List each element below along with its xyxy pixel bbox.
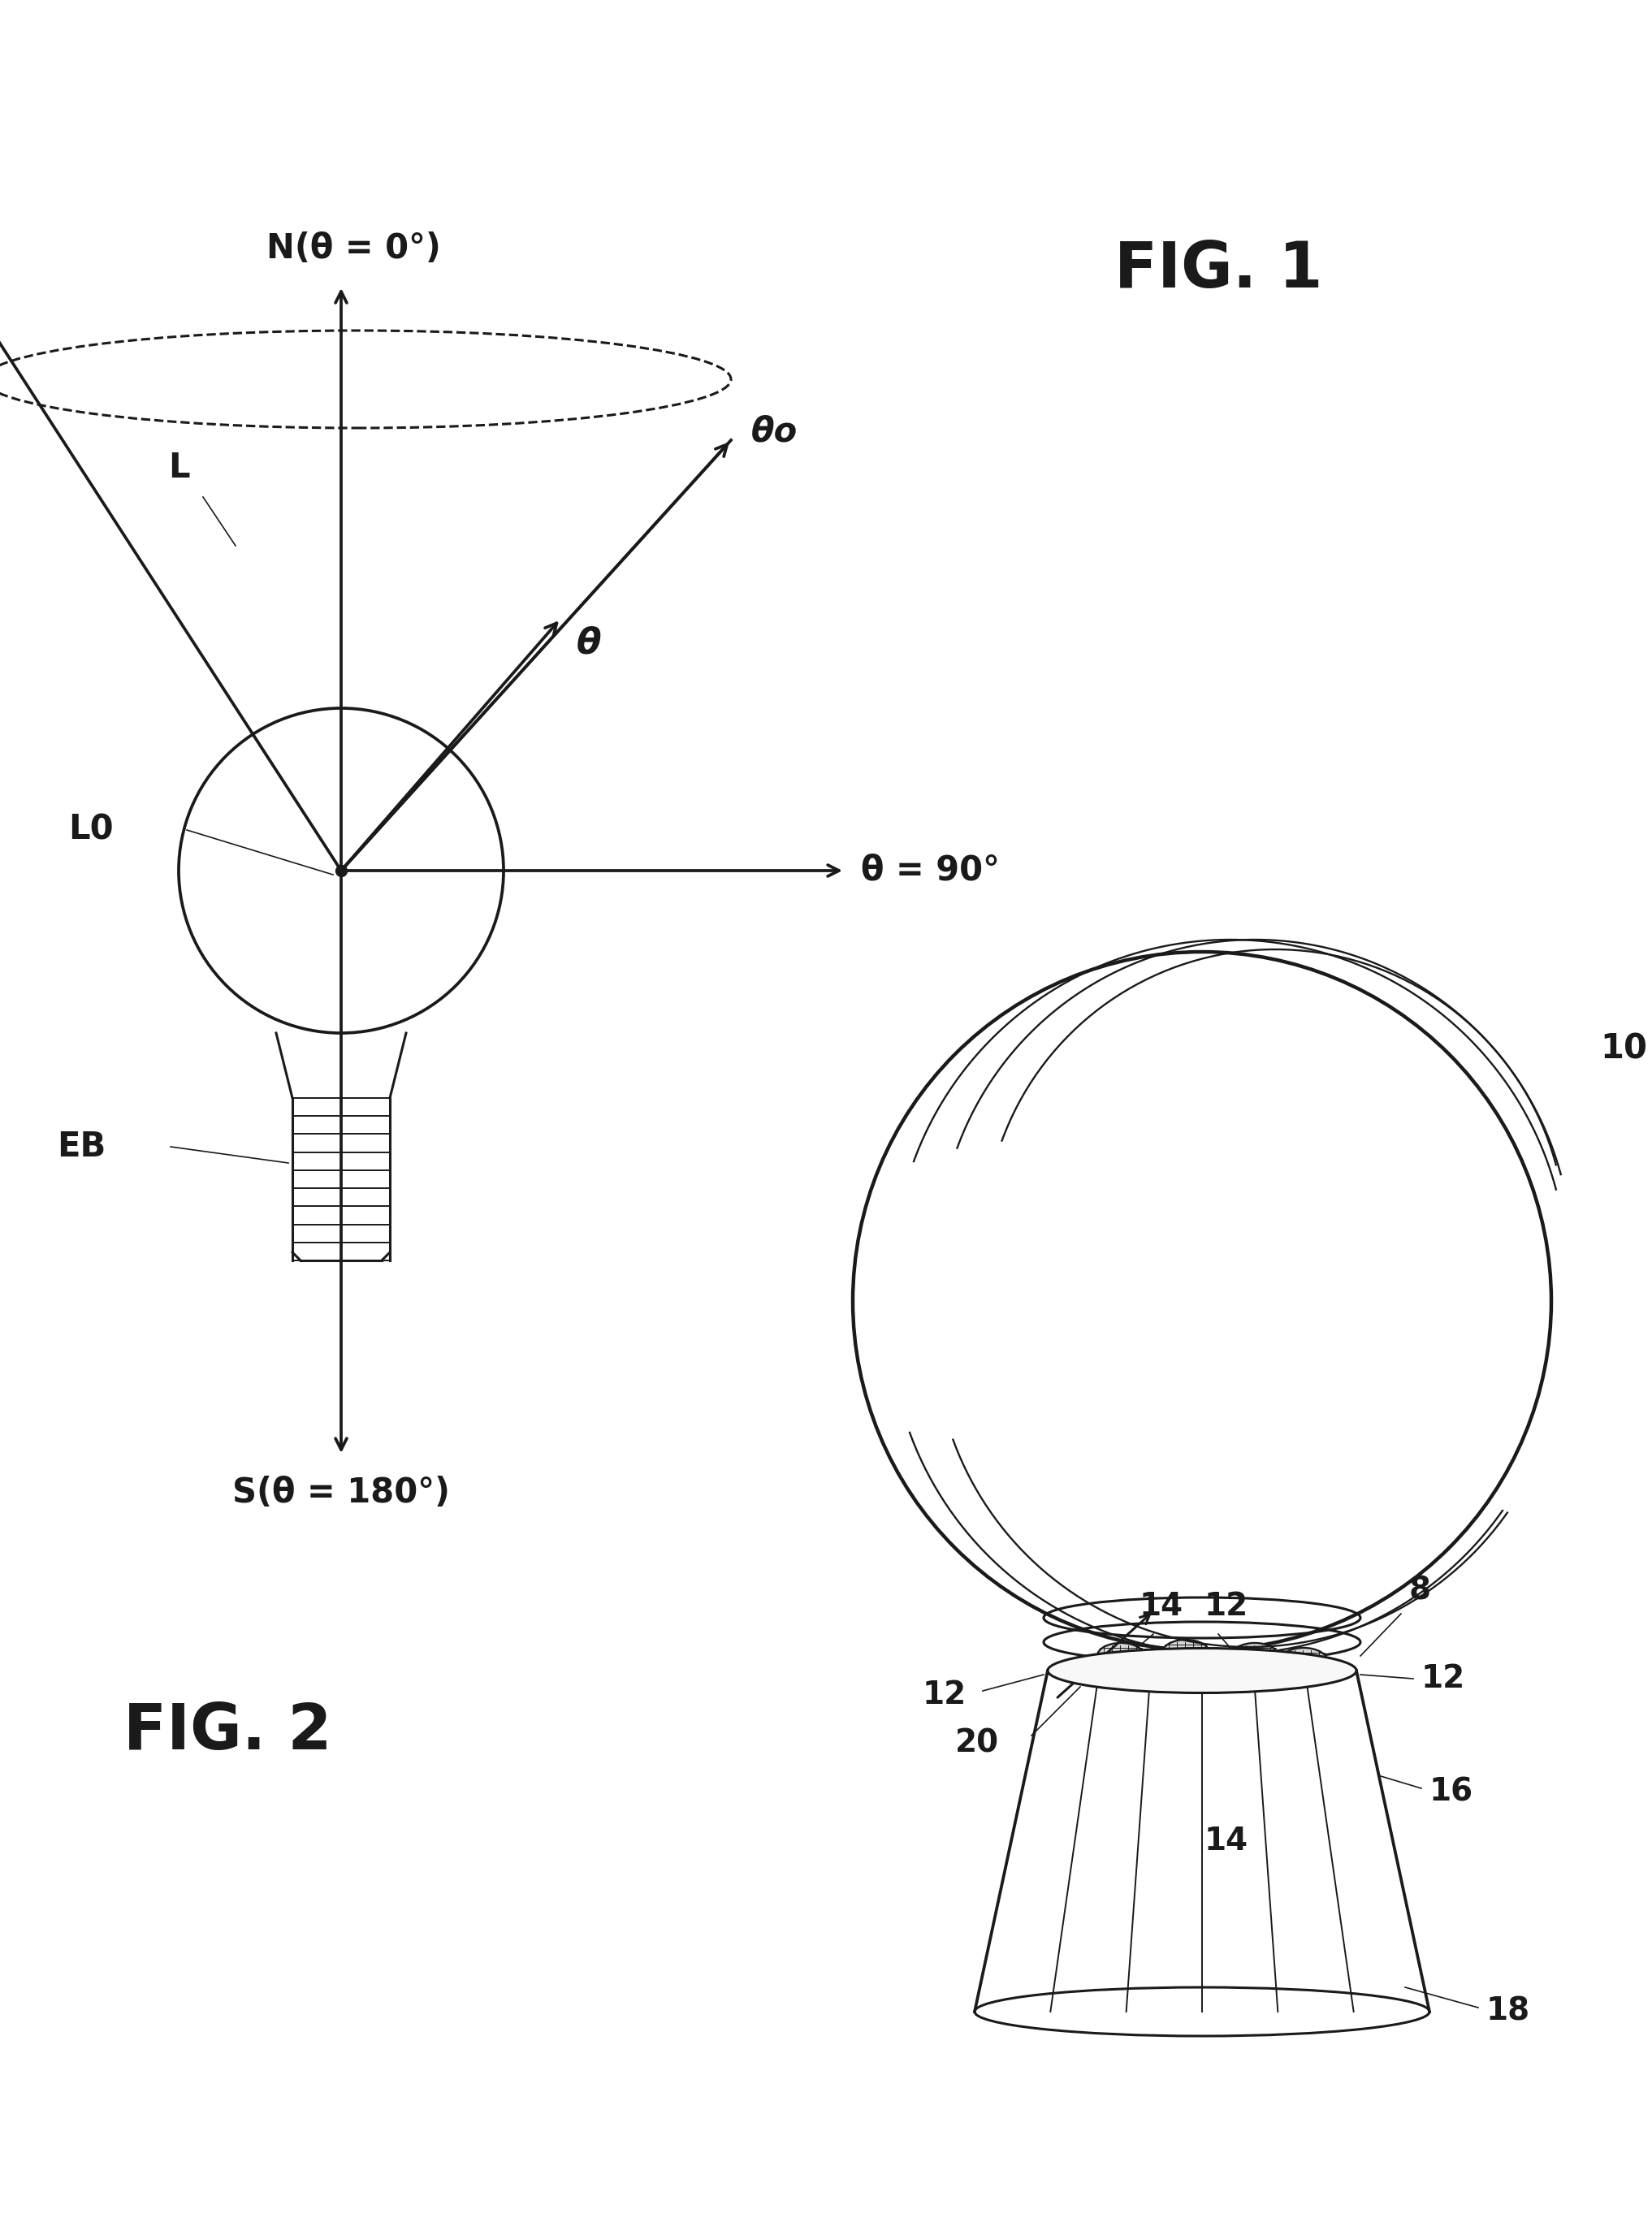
Text: 14: 14 [1140,1591,1183,1623]
Text: L0: L0 [68,814,114,847]
Text: 14: 14 [1204,1826,1249,1857]
Text: 10: 10 [1601,1033,1647,1066]
Text: FIG. 2: FIG. 2 [124,1701,332,1763]
Text: 12: 12 [1421,1663,1465,1694]
Text: N(θ = 0°): N(θ = 0°) [266,232,441,266]
Text: 18: 18 [1487,1996,1530,2027]
Text: FIG. 1: FIG. 1 [1113,239,1323,299]
Text: θ = 90°: θ = 90° [861,854,999,887]
Text: 8: 8 [1409,1576,1431,1605]
Ellipse shape [1231,1643,1279,1670]
Text: 12: 12 [1204,1591,1249,1623]
Text: S(θ = 180°): S(θ = 180°) [233,1475,449,1511]
Text: EB: EB [56,1129,106,1164]
Text: θo: θo [752,416,798,449]
Ellipse shape [1280,1647,1327,1674]
Ellipse shape [1097,1643,1145,1670]
Ellipse shape [1163,1640,1209,1665]
Text: L: L [169,451,190,485]
Text: 20: 20 [955,1728,999,1759]
Ellipse shape [1047,1647,1356,1692]
Text: 12: 12 [922,1678,966,1710]
Text: θ: θ [577,626,601,662]
Text: 16: 16 [1429,1777,1474,1808]
